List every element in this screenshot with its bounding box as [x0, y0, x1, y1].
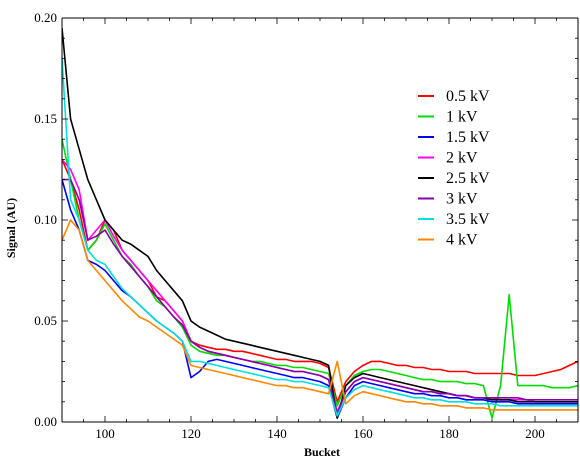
series-line-1 [62, 159, 578, 403]
x-tick-label: 100 [95, 426, 115, 441]
legend-label-8: 4 kV [446, 232, 478, 249]
x-tick-label: 140 [267, 426, 287, 441]
x-tick-label: 200 [525, 426, 545, 441]
y-tick-label: 0.20 [34, 10, 57, 25]
legend-label-6: 3 kV [446, 191, 478, 208]
series-line-5 [62, 28, 578, 419]
axes: 100 120 140 160 180 200 0.00 0.05 0.10 0.15 0.20 [34, 10, 579, 441]
x-tick-label: 180 [439, 426, 459, 441]
legend-label-5: 2.5 kV [446, 170, 490, 187]
series-line-8 [62, 219, 578, 411]
y-tick-label: 0.10 [34, 212, 57, 227]
legend-label-1: 0.5 kV [446, 88, 490, 105]
x-tick-label: 160 [353, 426, 373, 441]
y-tick-label: 0.15 [34, 111, 57, 126]
legend: 0.5 kV 1 kV 1.5 kV 2 kV 2.5 kV 3 kV 3.5 kV 4 kV [418, 88, 490, 249]
x-tick-label: 120 [181, 426, 201, 441]
legend-label-3: 1.5 kV [446, 129, 490, 146]
legend-label-7: 3.5 kV [446, 211, 490, 228]
series-line-7 [62, 58, 578, 417]
y-tick-label: 0.05 [34, 313, 57, 328]
series-line-6 [62, 178, 578, 415]
x-axis-title: Bucket [304, 445, 340, 459]
legend-label-2: 1 kV [446, 109, 478, 126]
legend-label-4: 2 kV [446, 150, 478, 167]
y-tick-label: 0.00 [34, 414, 57, 429]
plot-area [62, 28, 578, 419]
y-axis-title: Signal (AU) [4, 198, 18, 258]
